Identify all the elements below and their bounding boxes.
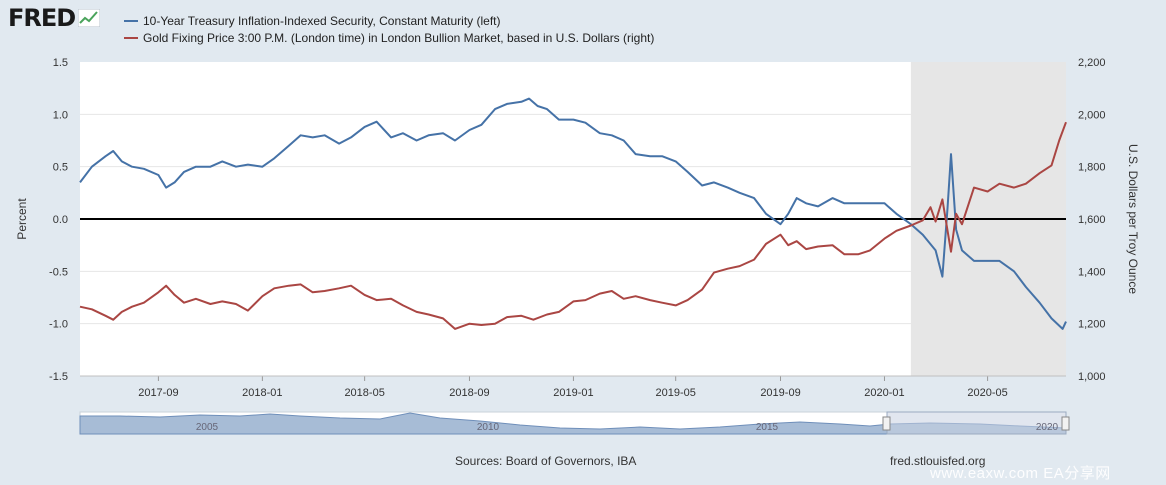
y-tick-label-left: -1.0 [49, 319, 68, 331]
y-tick-label-left: 1.5 [53, 57, 68, 69]
x-tick-label: 2019-05 [656, 387, 696, 399]
y-tick-label-left: 0.0 [53, 214, 68, 226]
y-tick-label-left: -1.5 [49, 371, 68, 383]
y-axis-right-label: U.S. Dollars per Troy Ounce [1126, 144, 1140, 294]
y-tick-label-left: 0.5 [53, 162, 68, 174]
y-tick-label-right: 1,200 [1078, 319, 1106, 331]
legend-item-tips[interactable]: 10-Year Treasury Inflation-Indexed Secur… [124, 12, 654, 29]
fred-credit-link[interactable]: fred.stlouisfed.org [890, 454, 986, 468]
watermark-text: www.eaxw.com EA分享网 [930, 465, 1111, 482]
navigator-tick-label: 2005 [196, 422, 219, 433]
fred-logo[interactable]: FRED [8, 4, 101, 32]
x-tick-label: 2018-05 [344, 387, 384, 399]
fred-logo-text: FRED [8, 4, 76, 32]
x-tick-label: 2018-01 [242, 387, 282, 399]
fred-chart-icon [78, 9, 101, 27]
x-tick-label: 2020-05 [967, 387, 1007, 399]
navigator-right-handle[interactable] [1061, 416, 1070, 431]
x-tick-label: 2017-09 [138, 387, 178, 399]
legend-label-tips: 10-Year Treasury Inflation-Indexed Secur… [143, 13, 501, 28]
navigator-tick-label: 2015 [756, 422, 779, 433]
legend-label-gold: Gold Fixing Price 3:00 P.M. (London time… [143, 30, 655, 45]
y-axis-left-label: Percent [15, 198, 29, 240]
series-line-gold [79, 121, 1067, 330]
chart-legend: 10-Year Treasury Inflation-Indexed Secur… [124, 12, 654, 46]
y-tick-label-right: 1,600 [1078, 214, 1106, 226]
y-tick-label-right: 2,000 [1078, 109, 1106, 121]
x-tick-label: 2018-09 [449, 387, 489, 399]
y-tick-label-left: -0.5 [49, 266, 68, 278]
y-tick-label-right: 1,800 [1078, 162, 1106, 174]
navigator-tick-label: 2020 [1036, 422, 1059, 433]
legend-swatch-gold [124, 36, 138, 39]
y-tick-label-left: 1.0 [53, 109, 68, 121]
x-tick-label: 2020-01 [864, 387, 904, 399]
series-line-tips [79, 97, 1067, 330]
x-tick-label: 2019-01 [553, 387, 593, 399]
navigator[interactable]: 2005 2010 2015 2020 [79, 411, 1070, 435]
navigator-tick-label: 2010 [477, 422, 500, 433]
legend-swatch-tips [124, 19, 138, 22]
y-tick-label-right: 1,000 [1078, 371, 1106, 383]
y-tick-label-right: 1,400 [1078, 266, 1106, 278]
x-tick-label: 2019-09 [760, 387, 800, 399]
y-tick-label-right: 2,200 [1078, 57, 1106, 69]
sources-note: Sources: Board of Governors, IBA [455, 454, 637, 468]
navigator-left-handle[interactable] [882, 416, 891, 431]
legend-item-gold[interactable]: Gold Fixing Price 3:00 P.M. (London time… [124, 29, 654, 46]
